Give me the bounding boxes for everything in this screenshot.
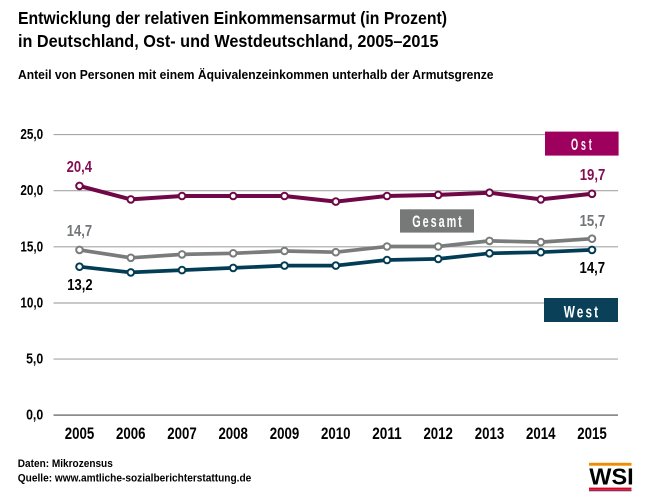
svg-text:14,7: 14,7 (580, 260, 606, 277)
svg-text:West: West (564, 303, 601, 321)
svg-text:15,7: 15,7 (580, 213, 606, 230)
svg-text:10,0: 10,0 (20, 295, 43, 311)
svg-text:2008: 2008 (218, 425, 248, 443)
svg-text:WSI: WSI (589, 464, 633, 490)
svg-text:2011: 2011 (372, 425, 402, 443)
svg-text:Anteil von Personen mit einem: Anteil von Personen mit einem Äquivalenz… (18, 67, 494, 82)
svg-text:2007: 2007 (167, 425, 197, 443)
svg-text:Ost: Ost (571, 136, 595, 154)
svg-text:2014: 2014 (526, 425, 556, 443)
svg-text:19,7: 19,7 (580, 167, 606, 184)
svg-text:2015: 2015 (577, 425, 607, 443)
svg-text:2010: 2010 (321, 425, 351, 443)
svg-text:2005: 2005 (65, 425, 95, 443)
svg-text:14,7: 14,7 (67, 223, 92, 240)
svg-text:5,0: 5,0 (26, 352, 43, 368)
svg-text:2009: 2009 (270, 425, 300, 443)
svg-text:in Deutschland, Ost- und Westd: in Deutschland, Ost- und Westdeutschland… (18, 31, 439, 51)
svg-text:0,0: 0,0 (26, 408, 43, 424)
svg-text:13,2: 13,2 (67, 277, 92, 294)
svg-text:2006: 2006 (116, 425, 146, 443)
svg-text:Gesamt: Gesamt (412, 213, 464, 231)
svg-text:25,0: 25,0 (20, 127, 43, 143)
svg-text:2013: 2013 (475, 425, 505, 443)
svg-text:20,4: 20,4 (67, 159, 92, 176)
svg-text:Entwicklung der relativen Eink: Entwicklung der relativen Einkommensarmu… (18, 8, 447, 28)
svg-text:15,0: 15,0 (20, 239, 43, 255)
svg-text:2012: 2012 (423, 425, 453, 443)
svg-text:Daten: Mikrozensus: Daten: Mikrozensus (18, 458, 113, 470)
svg-text:Quelle: www.amtliche-sozialber: Quelle: www.amtliche-sozialberichterstat… (18, 472, 252, 484)
svg-text:20,0: 20,0 (20, 183, 43, 199)
